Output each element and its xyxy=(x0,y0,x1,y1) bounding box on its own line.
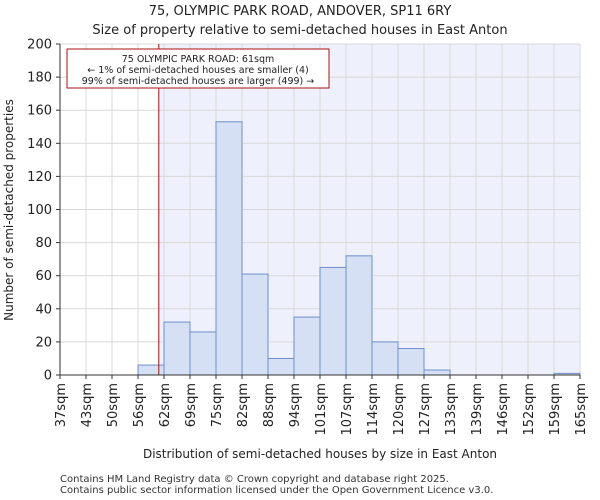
histogram-bar xyxy=(215,121,243,376)
annotation-box xyxy=(66,48,330,89)
y-tick-label: 140 xyxy=(27,137,52,152)
annotation-line-2: ← 1% of semi-detached houses are smaller… xyxy=(87,65,308,76)
x-tick-label: 120sqm xyxy=(392,383,407,436)
y-tick-label: 40 xyxy=(35,302,52,317)
x-tick-label: 159sqm xyxy=(548,383,563,436)
histogram-bar xyxy=(267,357,295,376)
x-axis-label: Distribution of semi-detached houses by … xyxy=(143,447,497,461)
x-tick-label: 94sqm xyxy=(288,383,303,427)
x-tick-label: 37sqm xyxy=(54,383,69,427)
x-tick-label: 139sqm xyxy=(470,383,485,436)
y-tick-label: 20 xyxy=(35,335,52,350)
title-address: 75, OLYMPIC PARK ROAD, ANDOVER, SP11 6RY xyxy=(148,4,452,19)
histogram-bar xyxy=(319,266,347,376)
x-tick-label: 43sqm xyxy=(80,383,95,427)
histogram-bar xyxy=(293,316,321,376)
y-tick-label: 0 xyxy=(44,369,52,384)
histogram-bar xyxy=(371,341,399,376)
histogram-bar xyxy=(241,273,269,376)
y-tick-label: 180 xyxy=(27,71,52,86)
x-tick-label: 101sqm xyxy=(314,383,329,436)
x-tick-label: 133sqm xyxy=(444,383,459,436)
histogram-bar xyxy=(189,331,217,376)
histogram-bar xyxy=(137,364,165,376)
y-tick-label: 60 xyxy=(35,269,52,284)
x-tick-label: 82sqm xyxy=(236,383,251,427)
histogram-bar xyxy=(423,369,451,376)
x-tick-label: 107sqm xyxy=(340,383,355,436)
y-tick-label: 100 xyxy=(27,203,52,218)
annotation-line-3: 99% of semi-detached houses are larger (… xyxy=(82,76,315,87)
x-tick-label: 127sqm xyxy=(418,383,433,436)
x-tick-label: 152sqm xyxy=(522,383,537,436)
annotation-line-1: 75 OLYMPIC PARK ROAD: 61sqm xyxy=(122,54,275,65)
histogram-bar xyxy=(345,255,373,376)
x-tick-label: 75sqm xyxy=(210,383,225,427)
x-tick-label: 114sqm xyxy=(366,383,381,436)
x-tick-label: 62sqm xyxy=(158,383,173,427)
footer-copyright: Contains HM Land Registry data © Crown c… xyxy=(60,474,449,485)
x-tick-label: 88sqm xyxy=(262,383,277,427)
histogram-bar xyxy=(163,321,191,376)
footer-licence: Contains public sector information licen… xyxy=(60,485,494,496)
y-tick-label: 120 xyxy=(27,170,52,185)
footer: Contains HM Land Registry data © Crown c… xyxy=(60,474,493,496)
y-tick-label: 160 xyxy=(27,104,52,119)
y-tick-label: 80 xyxy=(35,236,52,251)
x-tick-label: 165sqm xyxy=(574,383,589,436)
x-tick-label: 50sqm xyxy=(106,383,121,427)
x-tick-label: 56sqm xyxy=(132,383,147,427)
histogram-bar xyxy=(397,348,425,376)
y-axis-label: Number of semi-detached properties xyxy=(2,99,16,321)
chart-title: 75, OLYMPIC PARK ROAD, ANDOVER, SP11 6RY… xyxy=(0,2,600,40)
x-tick-label: 146sqm xyxy=(496,383,511,436)
x-tick-label: 69sqm xyxy=(184,383,199,427)
y-tick-label: 200 xyxy=(27,38,52,53)
title-subtitle: Size of property relative to semi-detach… xyxy=(92,23,508,38)
